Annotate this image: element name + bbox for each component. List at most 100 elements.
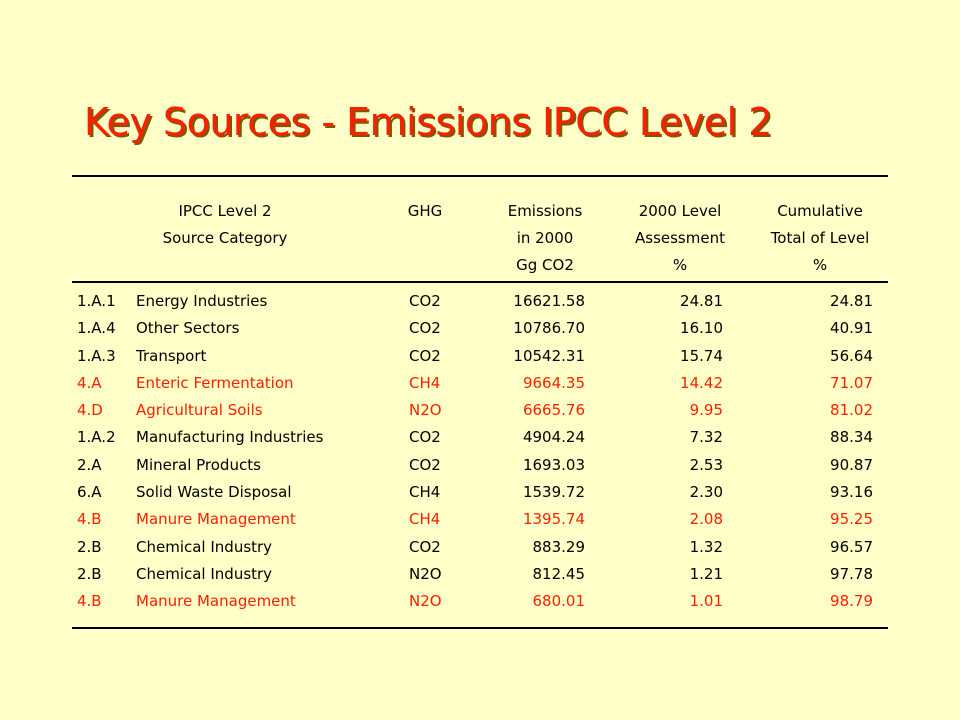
header-level-line-3: % xyxy=(672,256,688,274)
cell-ghg: CO2 xyxy=(409,428,441,447)
table-row: 1.A.2 Manufacturing Industries CO2 4904.… xyxy=(0,424,960,451)
cell-cumulative: 90.87 xyxy=(830,455,873,474)
cell-level: 1.21 xyxy=(689,564,723,583)
cell-ghg: N2O xyxy=(409,564,442,583)
cell-emissions: 1693.03 xyxy=(522,455,585,474)
table-body: 1.A.1 Energy Industries CO2 16621.58 24.… xyxy=(0,288,960,616)
header-emissions: Emissions in 2000 Gg CO2 xyxy=(495,198,595,279)
cell-emissions: 6665.76 xyxy=(522,401,585,420)
cell-level: 1.01 xyxy=(689,592,723,611)
table-row: 6.A Solid Waste Disposal CH4 1539.72 2.3… xyxy=(0,479,960,506)
cell-ghg: N2O xyxy=(409,592,442,611)
cell-level: 9.95 xyxy=(689,401,723,420)
cell-cumulative: 97.78 xyxy=(830,564,873,583)
table-row: 4.D Agricultural Soils N2O 6665.76 9.95 … xyxy=(0,397,960,424)
cell-cumulative: 88.34 xyxy=(830,428,873,447)
header-ghg: GHG xyxy=(395,198,455,225)
table-row: 1.A.4 Other Sectors CO2 10786.70 16.10 4… xyxy=(0,315,960,342)
cell-emissions: 1539.72 xyxy=(522,483,585,502)
cell-emissions: 16621.58 xyxy=(513,292,585,310)
cell-category: Enteric Fermentation xyxy=(136,373,294,392)
cell-ghg: CO2 xyxy=(409,346,441,365)
cell-cumulative: 98.79 xyxy=(830,592,873,611)
cell-code: 2.B xyxy=(77,537,102,556)
cell-ghg: CH4 xyxy=(409,483,441,502)
cell-category: Mineral Products xyxy=(136,455,261,474)
cell-cumulative: 24.81 xyxy=(830,292,873,310)
cell-code: 4.A xyxy=(77,373,102,392)
cell-level: 14.42 xyxy=(680,373,723,392)
cell-level: 15.74 xyxy=(680,346,723,365)
header-emissions-line-2: in 2000 xyxy=(516,229,574,247)
cell-code: 2.B xyxy=(77,564,102,583)
cell-code: 6.A xyxy=(77,483,102,502)
cell-code: 4.D xyxy=(77,401,103,420)
cell-ghg: N2O xyxy=(409,401,442,420)
table-row: 2.A Mineral Products CO2 1693.03 2.53 90… xyxy=(0,452,960,479)
cell-category: Agricultural Soils xyxy=(136,401,263,420)
header-level-line-1: 2000 Level xyxy=(638,202,722,220)
table-row: 2.B Chemical Industry N2O 812.45 1.21 97… xyxy=(0,561,960,588)
table-row: 2.B Chemical Industry CO2 883.29 1.32 96… xyxy=(0,534,960,561)
cell-category: Transport xyxy=(136,346,207,365)
cell-emissions: 10786.70 xyxy=(513,319,585,338)
cell-level: 2.53 xyxy=(689,455,723,474)
cell-ghg: CH4 xyxy=(409,510,441,529)
cell-code: 4.B xyxy=(77,510,102,529)
cell-category: Other Sectors xyxy=(136,319,240,338)
header-ghg-line-1: GHG xyxy=(407,202,443,220)
cell-level: 16.10 xyxy=(680,319,723,338)
slide-title: Key Sources - Emissions IPCC Level 2 xyxy=(84,100,772,144)
cell-category: Energy Industries xyxy=(136,292,268,310)
cell-code: 1.A.3 xyxy=(77,346,116,365)
header-emissions-line-1: Emissions xyxy=(507,202,583,220)
cell-code: 1.A.4 xyxy=(77,319,116,338)
cell-emissions: 883.29 xyxy=(532,537,586,556)
header-level: 2000 Level Assessment % xyxy=(620,198,740,279)
cell-ghg: CH4 xyxy=(409,373,441,392)
cell-cumulative: 40.91 xyxy=(830,319,873,338)
cell-level: 24.81 xyxy=(680,292,723,310)
header-emissions-line-3: Gg CO2 xyxy=(516,256,574,274)
cell-ghg: CO2 xyxy=(409,319,441,338)
table-top-rule xyxy=(72,175,888,177)
cell-emissions: 680.01 xyxy=(532,592,586,611)
cell-emissions: 4904.24 xyxy=(522,428,585,447)
header-cumulative: Cumulative Total of Level % xyxy=(755,198,885,279)
cell-ghg: CO2 xyxy=(409,537,441,556)
cell-category: Chemical Industry xyxy=(136,537,273,556)
cell-code: 1.A.1 xyxy=(77,292,116,310)
cell-cumulative: 96.57 xyxy=(830,537,873,556)
cell-category: Manufacturing Industries xyxy=(136,428,324,447)
header-category: IPCC Level 2 Source Category xyxy=(150,198,300,252)
cell-ghg: CO2 xyxy=(409,292,441,310)
cell-cumulative: 81.02 xyxy=(830,401,873,420)
header-category-line-1: IPCC Level 2 xyxy=(178,202,272,220)
cell-emissions: 9664.35 xyxy=(522,373,585,392)
table-row: 4.B Manure Management N2O 680.01 1.01 98… xyxy=(0,588,960,615)
cell-emissions: 10542.31 xyxy=(513,346,585,365)
cell-category: Solid Waste Disposal xyxy=(136,483,292,502)
table-row: 4.B Manure Management CH4 1395.74 2.08 9… xyxy=(0,506,960,533)
cell-category: Chemical Industry xyxy=(136,564,273,583)
cell-cumulative: 71.07 xyxy=(830,373,873,392)
cell-cumulative: 93.16 xyxy=(830,483,873,502)
cell-ghg: CO2 xyxy=(409,455,441,474)
cell-cumulative: 95.25 xyxy=(830,510,873,529)
cell-emissions: 812.45 xyxy=(532,564,586,583)
header-cumulative-line-3: % xyxy=(812,256,828,274)
cell-cumulative: 56.64 xyxy=(830,346,873,365)
cell-code: 2.A xyxy=(77,455,102,474)
table-row: 4.A Enteric Fermentation CH4 9664.35 14.… xyxy=(0,370,960,397)
cell-category: Manure Management xyxy=(136,592,296,611)
header-category-line-2: Source Category xyxy=(162,229,288,247)
cell-level: 2.08 xyxy=(689,510,723,529)
header-divider-rule xyxy=(72,281,888,283)
table-bottom-rule xyxy=(72,627,888,629)
header-cumulative-line-1: Cumulative xyxy=(777,202,863,220)
cell-level: 1.32 xyxy=(689,537,723,556)
header-level-line-2: Assessment xyxy=(635,229,725,247)
cell-code: 4.B xyxy=(77,592,102,611)
table-row: 1.A.1 Energy Industries CO2 16621.58 24.… xyxy=(0,288,960,315)
header-cumulative-line-2: Total of Level xyxy=(770,229,870,247)
